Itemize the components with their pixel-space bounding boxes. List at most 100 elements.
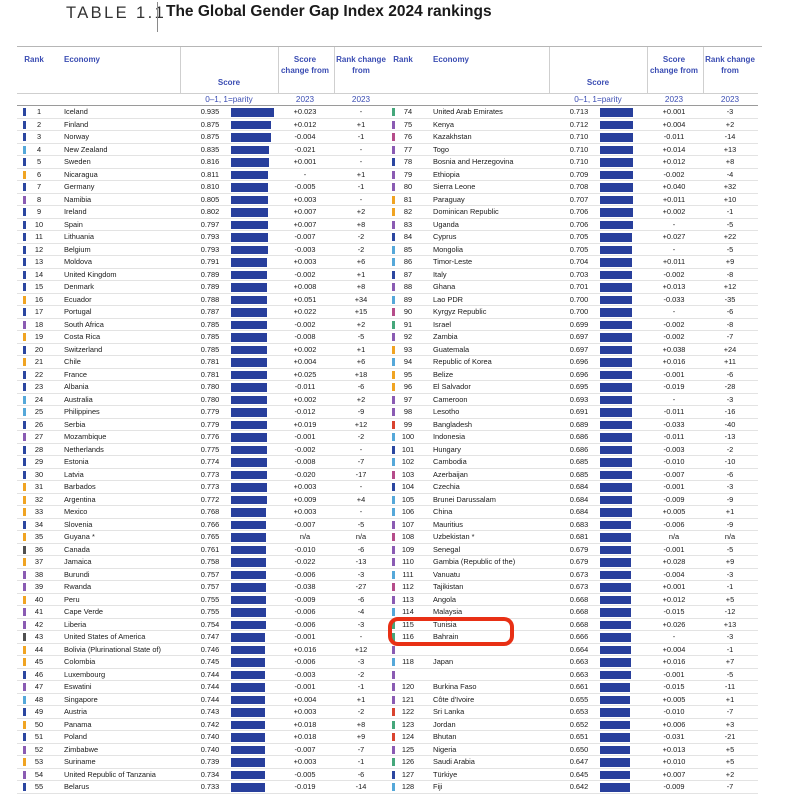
score-change-cell: n/a xyxy=(652,531,696,544)
rank-cell: 106 xyxy=(400,506,416,519)
region-marker xyxy=(392,583,395,591)
score-bar xyxy=(600,246,632,255)
score-change-cell: -0.019 xyxy=(283,781,327,794)
score-bar xyxy=(231,371,267,380)
rank-change-cell: +9 xyxy=(339,731,383,744)
score-cell: 0.652 xyxy=(562,719,596,732)
score-change-cell: -0.007 xyxy=(283,519,327,532)
rank-cell: 108 xyxy=(400,531,416,544)
rank-cell: 41 xyxy=(31,606,47,619)
rank-cell: 28 xyxy=(31,444,47,457)
rank-cell: 7 xyxy=(31,181,47,194)
score-change-cell: -0.002 xyxy=(652,269,696,282)
economy-cell: Zambia xyxy=(433,331,547,344)
rank-cell: 48 xyxy=(31,694,47,707)
region-marker xyxy=(23,708,26,716)
score-bar xyxy=(231,721,265,730)
score-bar xyxy=(600,421,632,430)
score-change-cell: +0.010 xyxy=(652,756,696,769)
score-bar xyxy=(600,558,631,567)
economy-cell: Italy xyxy=(433,269,547,282)
score-cell: 0.773 xyxy=(193,469,227,482)
region-marker xyxy=(23,721,26,729)
score-bar xyxy=(600,283,632,292)
score-bar xyxy=(600,483,632,492)
economy-cell: Finland xyxy=(64,119,178,132)
score-change-cell: +0.007 xyxy=(283,206,327,219)
score-change-cell: -0.020 xyxy=(283,469,327,482)
score-change-cell: -0.008 xyxy=(283,456,327,469)
score-bar xyxy=(600,396,632,405)
economy-cell: Austria xyxy=(64,706,178,719)
score-change-cell: +0.022 xyxy=(283,306,327,319)
region-marker xyxy=(392,671,395,679)
score-bar xyxy=(600,383,632,392)
economy-cell: United States of America xyxy=(64,631,178,644)
score-bar xyxy=(600,433,632,442)
score-cell: 0.781 xyxy=(193,356,227,369)
rank-cell: 37 xyxy=(31,556,47,569)
score-cell: 0.780 xyxy=(193,381,227,394)
score-cell: 0.668 xyxy=(562,606,596,619)
economy-cell: Chile xyxy=(64,356,178,369)
rank-change-cell: -35 xyxy=(708,294,752,307)
region-marker xyxy=(392,608,395,616)
economy-cell: United Kingdom xyxy=(64,269,178,282)
region-marker xyxy=(23,433,26,441)
region-marker xyxy=(23,533,26,541)
rank-change-cell: +12 xyxy=(339,419,383,432)
region-marker xyxy=(392,408,395,416)
rank-cell: 86 xyxy=(400,256,416,269)
rank-change-cell: -28 xyxy=(708,381,752,394)
region-marker xyxy=(392,546,395,554)
rank-change-cell: -6 xyxy=(708,469,752,482)
region-marker xyxy=(392,571,395,579)
score-change-cell: -0.011 xyxy=(652,406,696,419)
region-marker xyxy=(392,171,395,179)
rankings-table-left: Rank Economy Score Score change from Ran… xyxy=(17,46,393,796)
region-marker xyxy=(392,246,395,254)
score-bar xyxy=(231,296,267,305)
score-change-cell: +0.005 xyxy=(652,506,696,519)
score-bar xyxy=(600,708,630,717)
rank-change-cell: +1 xyxy=(339,344,383,357)
score-change-cell: -0.031 xyxy=(652,731,696,744)
economy-cell: Kenya xyxy=(433,119,547,132)
rank-cell: 45 xyxy=(31,656,47,669)
score-bar xyxy=(231,446,267,455)
economy-cell: Eswatini xyxy=(64,681,178,694)
region-marker xyxy=(23,771,26,779)
rank-change-cell: - xyxy=(339,506,383,519)
economy-cell: Slovenia xyxy=(64,519,178,532)
region-marker xyxy=(23,108,26,116)
score-change-cell: +0.016 xyxy=(652,356,696,369)
rank-change-cell: -1 xyxy=(339,181,383,194)
score-bar xyxy=(231,158,269,167)
rank-cell: 2 xyxy=(31,119,47,132)
region-marker xyxy=(392,333,395,341)
region-marker xyxy=(23,408,26,416)
column-divider xyxy=(703,47,704,94)
rank-change-cell: -13 xyxy=(708,431,752,444)
score-cell: 0.684 xyxy=(562,506,596,519)
score-cell: 0.712 xyxy=(562,119,596,132)
rank-change-cell: -13 xyxy=(339,556,383,569)
rank-cell: 128 xyxy=(400,781,416,794)
rank-change-cell: -27 xyxy=(339,581,383,594)
rank-change-cell: +10 xyxy=(708,194,752,207)
region-marker xyxy=(392,283,395,291)
score-cell: 0.642 xyxy=(562,781,596,794)
score-cell: 0.757 xyxy=(193,569,227,582)
rankings-table-right: Rank Economy Score Score change from Ran… xyxy=(386,46,762,796)
rank-cell: 121 xyxy=(400,694,416,707)
score-cell: 0.744 xyxy=(193,669,227,682)
